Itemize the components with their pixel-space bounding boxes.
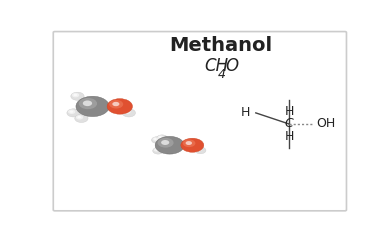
Circle shape [196, 148, 202, 151]
Circle shape [78, 116, 81, 118]
Circle shape [157, 135, 168, 142]
Circle shape [79, 98, 97, 109]
Circle shape [181, 138, 204, 152]
Circle shape [161, 140, 169, 145]
Circle shape [155, 136, 184, 154]
Circle shape [112, 102, 119, 106]
Circle shape [159, 136, 162, 138]
Circle shape [72, 93, 79, 97]
Circle shape [70, 110, 73, 113]
Circle shape [71, 92, 84, 100]
Circle shape [67, 109, 80, 117]
Circle shape [183, 139, 195, 147]
Text: C: C [285, 117, 293, 131]
Text: 4: 4 [218, 68, 226, 81]
Circle shape [158, 138, 174, 148]
Text: OH: OH [316, 117, 335, 131]
Circle shape [74, 94, 77, 96]
Text: Methanol: Methanol [170, 36, 273, 55]
Text: H: H [284, 105, 294, 118]
Text: H: H [284, 130, 294, 143]
Circle shape [122, 109, 135, 117]
Circle shape [195, 147, 206, 154]
Circle shape [153, 147, 163, 154]
Circle shape [76, 96, 109, 117]
Circle shape [68, 109, 75, 114]
Circle shape [75, 114, 88, 122]
Circle shape [83, 100, 92, 106]
Circle shape [158, 135, 163, 139]
Circle shape [123, 109, 131, 114]
Text: O: O [225, 57, 238, 75]
Circle shape [154, 138, 157, 140]
Circle shape [151, 137, 162, 143]
Circle shape [197, 149, 200, 150]
Circle shape [107, 99, 133, 114]
Circle shape [154, 148, 160, 152]
Text: H: H [241, 106, 250, 119]
Text: CH: CH [204, 57, 229, 75]
Circle shape [109, 100, 123, 108]
Circle shape [76, 115, 83, 120]
Circle shape [152, 137, 158, 141]
Circle shape [186, 141, 192, 145]
Circle shape [125, 110, 129, 113]
Circle shape [155, 149, 158, 151]
